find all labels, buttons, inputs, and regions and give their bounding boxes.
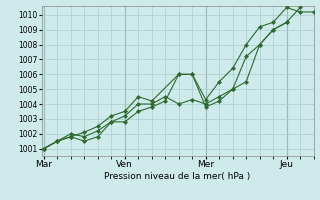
- X-axis label: Pression niveau de la mer( hPa ): Pression niveau de la mer( hPa ): [104, 172, 251, 181]
